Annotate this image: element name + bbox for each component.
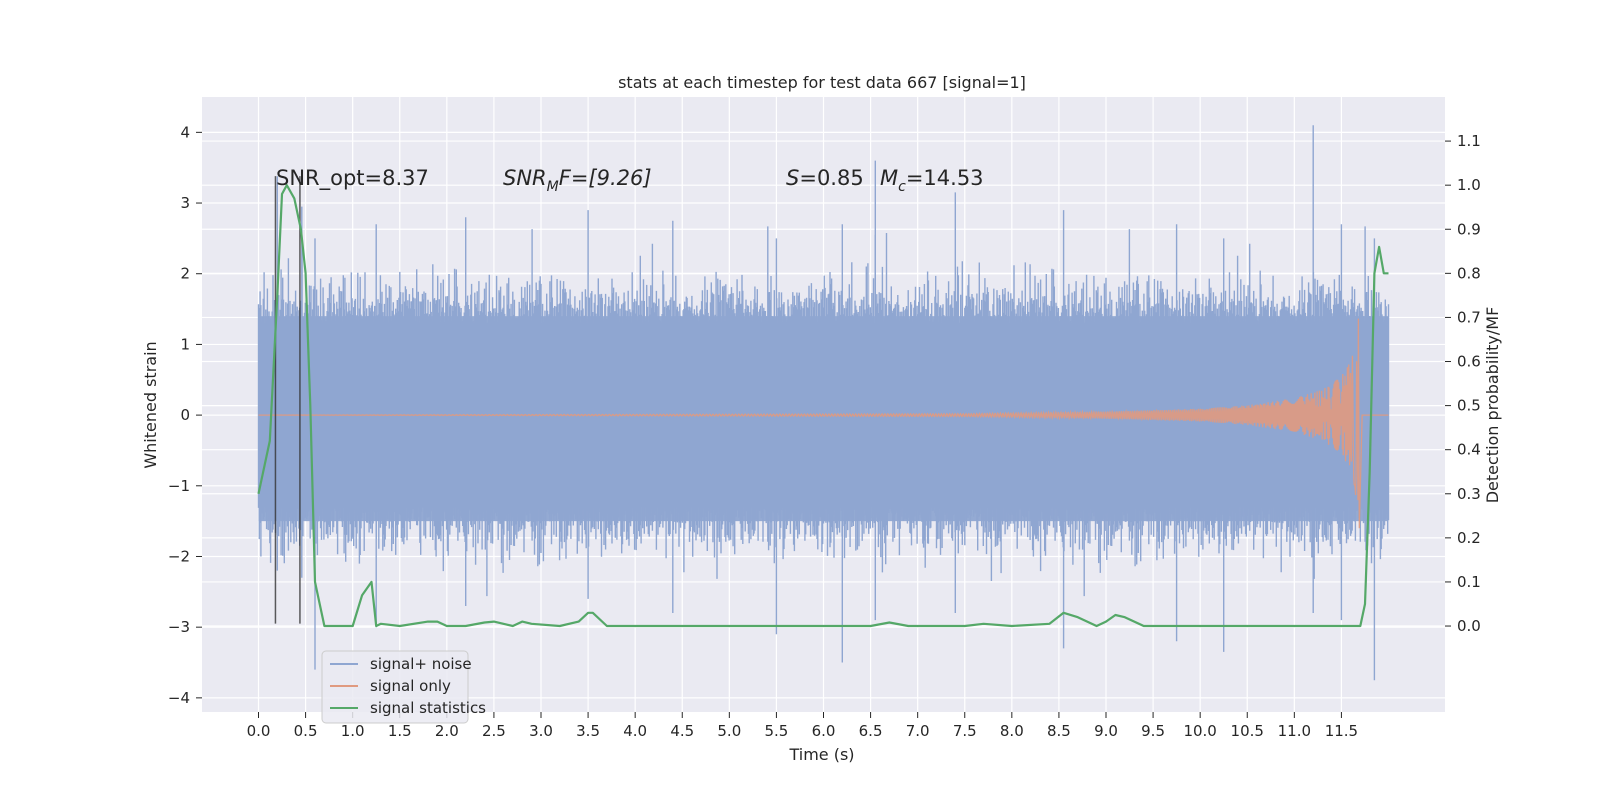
x-tick-label: 0.0 (247, 722, 271, 740)
x-tick-label: 3.5 (576, 722, 600, 740)
y-tick-label: 4 (180, 123, 190, 141)
y-right-tick-label: 0.1 (1457, 573, 1481, 591)
y-axis-ticks: 4 3 2 1 0 −1 −2 −3 −4 (168, 123, 202, 707)
x-tick-label: 7.5 (953, 722, 977, 740)
x-tick-label: 4.0 (623, 722, 647, 740)
signal-only-trace (258, 318, 1389, 529)
x-tick-label: 6.5 (859, 722, 883, 740)
x-axis-label: Time (s) (788, 745, 854, 764)
x-tick-label: 1.5 (388, 722, 412, 740)
x-tick-label: 11.0 (1278, 722, 1311, 740)
x-tick-label: 3.0 (529, 722, 553, 740)
x-tick-label: 5.0 (717, 722, 741, 740)
y-tick-label: −3 (168, 618, 190, 636)
annotation-snr-mf: SNRMF=[9.26] (503, 166, 652, 195)
annotation-mc-name: M (880, 166, 898, 190)
x-tick-label: 8.5 (1047, 722, 1071, 740)
annotation-s-value: =0.85 (799, 166, 863, 190)
annotation-snr-mf-rest: F=[9.26] (559, 166, 652, 190)
annotation-mc: Mc=14.53 (880, 166, 984, 195)
series-signal-statistics (257, 184, 1389, 628)
y-right-tick-label: 0.7 (1457, 308, 1481, 326)
y-right-tick-label: 0.8 (1457, 264, 1481, 282)
y-tick-label: −1 (168, 477, 190, 495)
annotation-snr-mf-name: SNR (503, 166, 547, 190)
y-right-tick-label: 0.5 (1457, 397, 1481, 415)
y-right-tick-label: 0.0 (1457, 617, 1481, 635)
y-tick-label: −2 (168, 547, 190, 565)
legend-label-signal-noise: signal+ noise (370, 655, 472, 673)
x-tick-label: 0.5 (294, 722, 318, 740)
legend-label-signal-statistics: signal statistics (370, 699, 486, 717)
annotation-snr-opt: SNR_opt=8.37 (276, 166, 429, 191)
annotation-s: S=0.85 (786, 166, 864, 190)
y-right-tick-label: 0.4 (1457, 441, 1481, 459)
x-tick-label: 6.0 (812, 722, 836, 740)
y-right-tick-label: 0.9 (1457, 220, 1481, 238)
x-tick-label: 2.5 (482, 722, 506, 740)
x-tick-label: 4.5 (670, 722, 694, 740)
y-right-tick-label: 1.0 (1457, 176, 1481, 194)
legend: signal+ noise signal only signal statist… (321, 650, 486, 724)
x-tick-label: 10.0 (1183, 722, 1216, 740)
y-tick-label: 3 (180, 194, 190, 212)
legend-label-signal-only: signal only (370, 677, 451, 695)
y-axis-right-ticks: 1.1 1.0 0.9 0.8 0.7 0.6 0.5 0.4 0.3 0.2 0.1 0.0 (1445, 132, 1481, 635)
annotation-mc-value: =14.53 (906, 166, 984, 190)
x-tick-label: 2.0 (435, 722, 459, 740)
chart-title: stats at each timestep for test data 667… (618, 73, 1026, 92)
x-tick-label: 9.5 (1141, 722, 1165, 740)
series-signal-only (258, 318, 1389, 529)
x-tick-label: 11.5 (1325, 722, 1358, 740)
y-tick-label: 1 (180, 335, 190, 353)
annotation-snr-mf-sub: M (547, 179, 559, 195)
legend-box (321, 650, 469, 724)
x-axis-ticks: 0.0 0.5 1.0 1.5 2.0 2.5 3.0 3.5 4.0 4.5 5.0 5.5 6.0 6… (247, 712, 1358, 740)
annotation-s-name: S (786, 166, 799, 190)
y-axis-label: Whitened strain (141, 341, 160, 468)
y-right-tick-label: 1.1 (1457, 132, 1481, 150)
x-tick-label: 1.0 (341, 722, 365, 740)
y-tick-label: 2 (180, 265, 190, 283)
y-right-tick-label: 0.2 (1457, 529, 1481, 547)
signal-statistics-trace (257, 184, 1389, 628)
x-tick-label: 5.5 (764, 722, 788, 740)
y-axis-right-label: Detection probability/MF (1483, 307, 1502, 504)
y-tick-label: −4 (168, 689, 190, 707)
x-tick-label: 7.0 (906, 722, 930, 740)
x-tick-label: 9.0 (1094, 722, 1118, 740)
x-tick-label: 10.5 (1231, 722, 1264, 740)
y-right-tick-label: 0.6 (1457, 353, 1481, 371)
vertical-markers (274, 176, 301, 624)
y-right-tick-label: 0.3 (1457, 485, 1481, 503)
annotation-mc-sub: c (898, 179, 906, 195)
y-tick-label: 0 (180, 406, 190, 424)
x-tick-label: 8.0 (1000, 722, 1024, 740)
